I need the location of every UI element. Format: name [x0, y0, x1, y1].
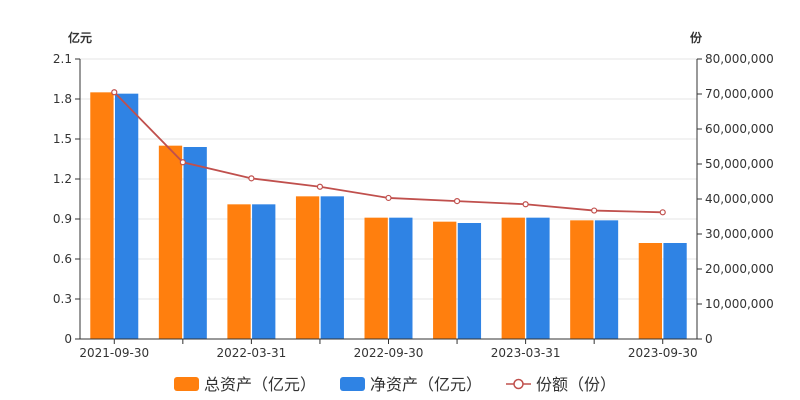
shares-point[interactable]	[248, 175, 255, 182]
shares-point[interactable]	[316, 183, 324, 190]
left-tick-label: 1.5	[53, 132, 72, 146]
total-assets-bar[interactable]	[570, 220, 594, 339]
net-assets-bar[interactable]	[663, 243, 687, 339]
legend-item-net-assets[interactable]: 净资产（亿元）	[340, 375, 482, 394]
total-assets-bar[interactable]	[227, 204, 251, 339]
shares-point[interactable]	[453, 198, 461, 205]
total-assets-bar[interactable]	[295, 196, 320, 339]
net-assets-bar[interactable]	[183, 147, 207, 339]
shares-point[interactable]	[111, 89, 118, 96]
legend-label-shares: 份额（份）	[536, 375, 616, 394]
axes: 0 0.3 0.6 0.9 1.2 1.5 1.8 2.1 0 10,000,000 20,000,…	[53, 52, 774, 360]
total-assets-bar[interactable]	[501, 217, 525, 339]
net-assets-bar[interactable]	[526, 217, 550, 339]
x-tick-label: 2021-09-30	[79, 346, 149, 360]
right-tick-label: 60,000,000	[705, 122, 774, 136]
left-tick-label: 1.2	[53, 172, 72, 186]
grid-lines	[80, 58, 697, 300]
x-tick-label: 2023-09-30	[628, 346, 698, 360]
right-tick-label: 20,000,000	[705, 262, 774, 276]
left-tick-label: 1.8	[53, 92, 72, 106]
shares-point[interactable]	[591, 207, 598, 214]
total-assets-bar[interactable]	[90, 92, 114, 339]
line-series	[111, 89, 666, 216]
right-tick-label: 70,000,000	[705, 87, 774, 101]
legend-marker-shares	[513, 378, 524, 390]
net-assets-bar[interactable]	[457, 223, 482, 339]
left-tick-label: 2.1	[53, 52, 72, 66]
x-tick-label: 2022-09-30	[354, 346, 424, 360]
x-tick-label: 2023-03-31	[491, 346, 561, 360]
shares-point[interactable]	[385, 194, 392, 202]
legend-swatch-total-assets	[174, 377, 199, 391]
net-assets-bar[interactable]	[389, 217, 413, 339]
total-assets-bar[interactable]	[158, 145, 183, 339]
net-assets-bar[interactable]	[320, 196, 344, 339]
net-assets-bar[interactable]	[252, 204, 276, 339]
right-tick-label: 30,000,000	[705, 227, 774, 241]
right-tick-label: 50,000,000	[705, 157, 774, 171]
legend-label-total-assets: 总资产（亿元）	[204, 375, 316, 394]
legend-label-net-assets: 净资产（亿元）	[370, 375, 482, 394]
left-tick-label: 0	[64, 332, 72, 346]
left-axis-unit: 亿元	[68, 30, 92, 45]
net-assets-bar[interactable]	[594, 220, 619, 339]
bar-series	[90, 92, 687, 340]
legend-item-total-assets[interactable]: 总资产（亿元）	[174, 375, 316, 394]
x-tick-label: 2022-03-31	[217, 346, 287, 360]
legend-swatch-net-assets	[340, 377, 365, 391]
total-assets-bar[interactable]	[433, 221, 457, 339]
shares-point[interactable]	[179, 159, 186, 166]
right-tick-label: 10,000,000	[705, 297, 774, 311]
right-tick-label: 80,000,000	[705, 52, 774, 66]
total-assets-bar[interactable]	[364, 217, 388, 339]
shares-point[interactable]	[522, 201, 529, 208]
shares-point[interactable]	[659, 209, 666, 216]
left-tick-label: 0.3	[53, 292, 72, 306]
total-assets-bar[interactable]	[638, 243, 663, 339]
right-tick-label: 0	[705, 332, 713, 346]
legend: 总资产（亿元） 净资产（亿元） 份额（份）	[174, 375, 616, 394]
right-tick-label: 40,000,000	[705, 192, 774, 206]
left-tick-label: 0.6	[53, 252, 72, 266]
net-assets-bar[interactable]	[114, 93, 139, 340]
right-axis-unit: 份	[690, 30, 703, 45]
left-tick-label: 0.9	[53, 212, 72, 226]
legend-item-shares[interactable]: 份额（份）	[506, 375, 616, 394]
